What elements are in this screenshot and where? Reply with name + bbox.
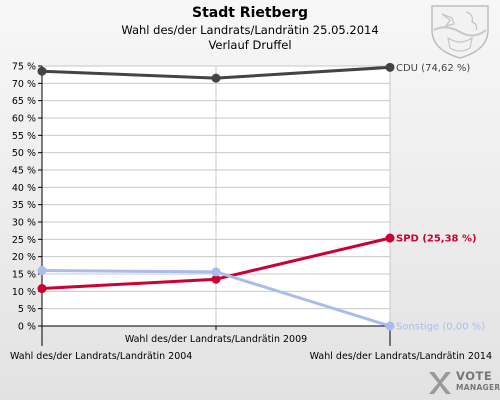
y-tick-label: 45 % [12, 166, 36, 177]
y-tick-label: 0 % [18, 322, 36, 333]
y-tick-label: 40 % [12, 183, 36, 194]
data-point-sonstige [37, 266, 47, 276]
data-point-cdu [385, 62, 395, 72]
coat-of-arms-icon [431, 5, 489, 59]
chart-subtitle-2: Verlauf Druffel [208, 38, 292, 52]
y-axis-ticks: 0 % 5 % 10 % 15 % 20 % 25 % 30 % 35 % 40 % 45 % 50… [12, 62, 42, 333]
data-point-cdu [37, 66, 47, 76]
y-tick-label: 5 % [18, 304, 36, 315]
series-label-cdu: CDU (74,62 %) [396, 63, 470, 74]
chart-header: Stadt Rietberg Wahl des/der Landrats/Lan… [0, 4, 500, 53]
data-point-spd [37, 284, 47, 294]
series-label-spd: SPD (25,38 %) [396, 234, 477, 245]
vote-manager-logo: VOTE MANAGER [456, 369, 500, 393]
y-tick-label: 55 % [12, 131, 36, 142]
data-point-sonstige [211, 267, 221, 277]
brand-line-1: VOTE [456, 369, 493, 383]
chart-title: Stadt Rietberg [191, 5, 309, 21]
y-tick-label: 65 % [12, 96, 36, 107]
brand-line-2: MANAGER [456, 383, 500, 392]
data-point-cdu [211, 73, 221, 83]
y-tick-label: 15 % [12, 270, 36, 281]
y-tick-label: 35 % [12, 200, 36, 211]
y-tick-label: 70 % [12, 79, 36, 90]
vote-manager-logo-icon [429, 372, 451, 394]
chart-subtitle: Wahl des/der Landrats/Landrätin 25.05.20… [121, 23, 379, 37]
y-tick-label: 10 % [12, 287, 36, 298]
data-point-sonstige [385, 321, 395, 331]
y-tick-label: 30 % [12, 218, 36, 229]
data-point-spd [211, 274, 221, 284]
x-tick-label: Wahl des/der Landrats/Landrätin 2014 [310, 351, 492, 362]
y-tick-label: 60 % [12, 114, 36, 125]
series-labels: CDU (74,62 %) SPD (25,38 %) Sonstige (0,00… [396, 63, 485, 333]
data-point-spd [385, 233, 395, 243]
y-tick-label: 25 % [12, 235, 36, 246]
y-tick-label: 50 % [12, 148, 36, 159]
y-tick-label: 20 % [12, 252, 36, 263]
x-tick-label: Wahl des/der Landrats/Landrätin 2009 [125, 334, 307, 345]
series-label-sonstige: Sonstige (0,00 %) [396, 322, 485, 333]
x-tick-label: Wahl des/der Landrats/Landrätin 2004 [10, 351, 192, 362]
series [37, 62, 395, 331]
y-tick-label: 75 % [12, 62, 36, 73]
